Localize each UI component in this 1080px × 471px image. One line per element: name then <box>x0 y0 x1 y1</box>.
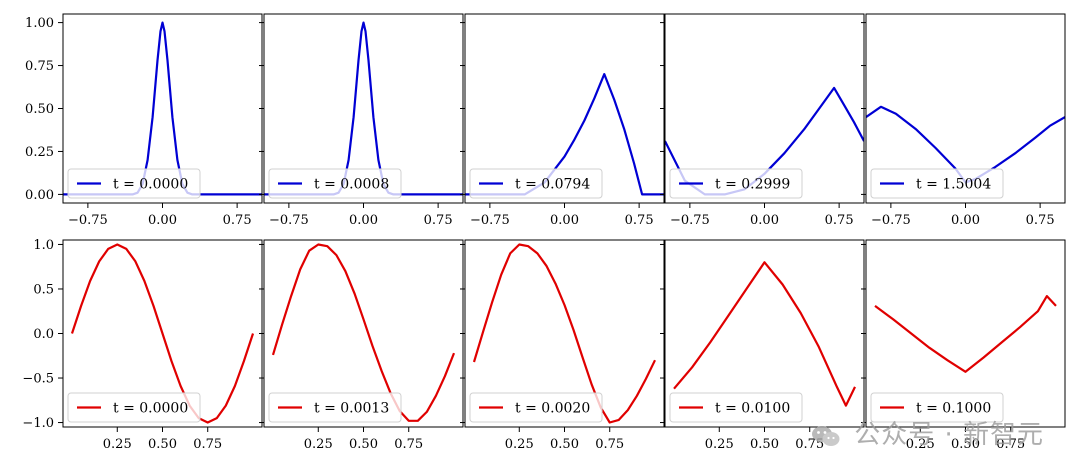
x-tick-label: −0.75 <box>269 213 309 228</box>
legend-box <box>67 392 201 423</box>
y-tick-label: 0.00 <box>25 188 54 203</box>
legend-label: t = 0.0020 <box>515 401 590 417</box>
subplot-8: t = 0.0020 0.25 0.50 0.75 <box>460 239 665 452</box>
x-tick-label: 0.50 <box>148 437 177 452</box>
watermark: 公众号 · 新智元 <box>811 414 1044 451</box>
x-tick-label: −0.75 <box>68 213 108 228</box>
x-tick-label: 0.75 <box>394 437 423 452</box>
legend-box <box>469 392 603 423</box>
watermark-text: 公众号 · 新智元 <box>854 420 1044 450</box>
legend-box <box>669 392 803 423</box>
y-tick-label: 0.50 <box>25 102 54 117</box>
y-tick-label: 1.0 <box>33 238 54 253</box>
x-tick-label: 0.75 <box>595 437 624 452</box>
x-tick-label: 0.00 <box>550 213 579 228</box>
x-tick-label: 0.50 <box>550 437 579 452</box>
series-line <box>472 243 656 424</box>
x-tick-label: 0.00 <box>148 213 177 228</box>
x-tick-label: −0.75 <box>470 213 510 228</box>
series-line <box>874 295 1057 373</box>
x-tick-label: 0.50 <box>951 437 980 452</box>
legend-box <box>268 392 402 423</box>
legend-label: t = 0.1000 <box>916 401 991 417</box>
legend-box <box>469 168 603 199</box>
x-tick-label: 0.75 <box>424 213 453 228</box>
legend-label: t = 0.0000 <box>113 177 188 193</box>
x-tick-label: 0.00 <box>750 213 779 228</box>
y-tick-label: 1.00 <box>25 16 54 31</box>
subplot-2: t = 0.0008 −0.75 0.00 0.75 <box>259 13 464 228</box>
x-tick-label: 0.75 <box>223 213 252 228</box>
series-line <box>271 243 456 422</box>
legend: t = 1.5004 <box>870 168 1004 199</box>
y-tick-label: −0.5 <box>22 372 54 387</box>
legend-box <box>67 168 201 199</box>
x-tick-label: 0.75 <box>996 437 1025 452</box>
legend-label: t = 0.0100 <box>715 401 790 417</box>
x-tick-label: 0.25 <box>906 437 935 452</box>
subplot-7: t = 0.0013 0.25 0.50 0.75 <box>259 239 464 452</box>
legend: t = 0.0008 <box>268 168 402 199</box>
y-tick-label: 0.0 <box>33 327 54 342</box>
x-tick-label: 0.50 <box>349 437 378 452</box>
legend: t = 0.0000 <box>67 392 201 423</box>
x-tick-label: 0.75 <box>1026 213 1055 228</box>
y-tick-label: 0.75 <box>25 59 54 74</box>
x-tick-label: 0.25 <box>705 437 734 452</box>
series-line <box>673 261 856 407</box>
legend-box <box>268 168 402 199</box>
legend: t = 0.1000 <box>870 392 1004 423</box>
subplot-6: t = 0.0000 0.25 0.50 0.75 −1.0 −0.5 0.0 0.5 1.0 <box>22 238 263 452</box>
legend-label: t = 0.0013 <box>314 401 389 417</box>
series-line <box>70 243 255 424</box>
legend: t = 0.2999 <box>669 168 803 199</box>
legend: t = 0.0013 <box>268 392 402 423</box>
legend: t = 0.0794 <box>469 168 603 199</box>
legend-box <box>669 168 803 199</box>
x-tick-label: −0.75 <box>670 213 710 228</box>
x-tick-label: 0.00 <box>349 213 378 228</box>
x-tick-label: 0.75 <box>625 213 654 228</box>
legend-label: t = 0.0794 <box>515 177 590 193</box>
y-tick-label: 0.5 <box>33 282 54 297</box>
y-tick-label: −1.0 <box>22 416 54 431</box>
subplot-3: t = 0.0794 −0.75 0.00 0.75 <box>460 13 665 228</box>
subplot-4: t = 0.2999 −0.75 0.00 0.75 <box>660 13 865 228</box>
x-tick-label: 0.00 <box>951 213 980 228</box>
x-tick-label: 0.25 <box>304 437 333 452</box>
x-tick-label: 0.75 <box>795 437 824 452</box>
legend-box <box>870 392 1004 423</box>
x-tick-label: 0.50 <box>750 437 779 452</box>
legend: t = 0.0020 <box>469 392 603 423</box>
x-tick-label: −0.75 <box>871 213 911 228</box>
legend-label: t = 1.5004 <box>916 177 991 193</box>
x-tick-label: 0.75 <box>825 213 854 228</box>
subplot-9: t = 0.0100 0.25 0.50 0.75 <box>660 239 865 452</box>
wechat-icon <box>811 424 841 448</box>
x-tick-label: 0.75 <box>193 437 222 452</box>
legend-box <box>870 168 1004 199</box>
subplot-1: t = 0.0000 −0.75 0.00 0.75 0.00 0.25 0.50 0.75 1… <box>25 13 263 228</box>
legend-label: t = 0.0000 <box>113 401 188 417</box>
legend-label: t = 0.2999 <box>715 177 790 193</box>
x-tick-label: 0.25 <box>103 437 132 452</box>
subplot-5: t = 1.5004 −0.75 0.00 0.75 <box>861 13 1066 228</box>
x-tick-label: 0.25 <box>505 437 534 452</box>
subplot-10: t = 0.1000 0.25 0.50 0.75 <box>861 239 1066 452</box>
legend: t = 0.0100 <box>669 392 803 423</box>
legend: t = 0.0000 <box>67 168 201 199</box>
legend-label: t = 0.0008 <box>314 177 389 193</box>
y-tick-label: 0.25 <box>25 145 54 160</box>
